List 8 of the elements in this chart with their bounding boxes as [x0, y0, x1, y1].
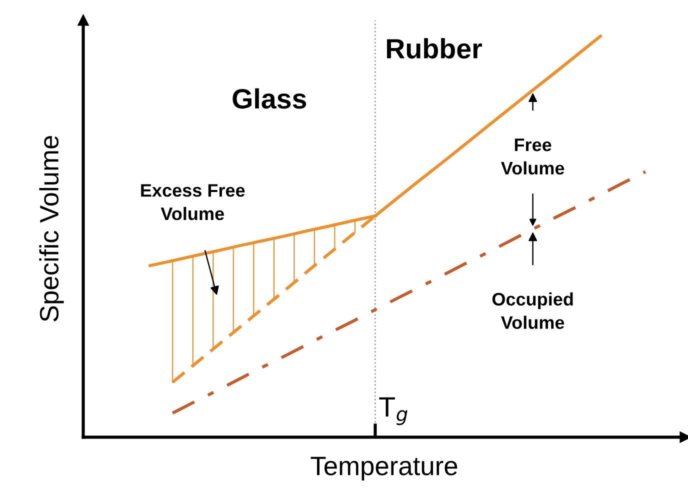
y-axis-title: Specific Volume [39, 136, 64, 322]
annotation: Glass [232, 88, 306, 109]
x-axis-title: Temperature [310, 456, 458, 481]
text: T$_{g}$ [379, 397, 408, 426]
annotation: Rubber [387, 38, 482, 59]
annotation: Excess Free Volume [141, 184, 245, 220]
annotation: Free Volume [501, 138, 564, 175]
annotation: Occupied Volume [492, 292, 573, 329]
